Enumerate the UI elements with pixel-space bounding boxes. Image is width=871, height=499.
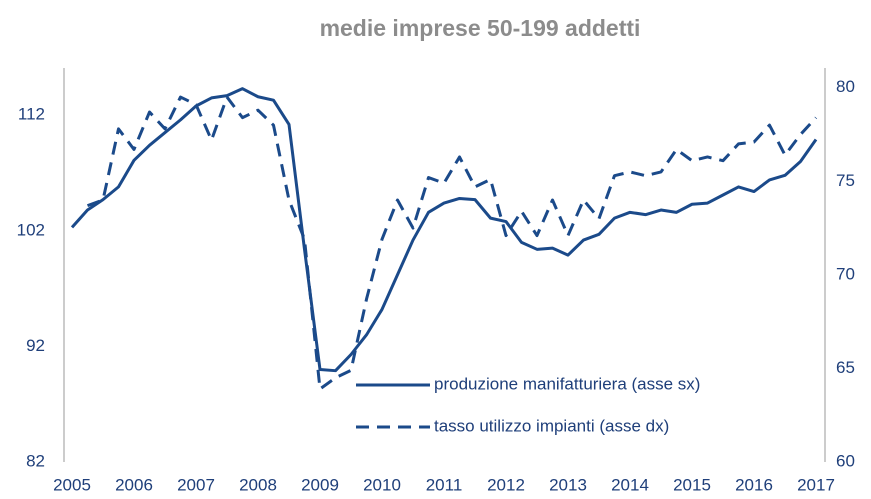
chart-title: medie imprese 50-199 addetti <box>320 15 641 41</box>
x-tick-label: 2011 <box>426 475 463 494</box>
y-tick-label: 102 <box>17 220 45 239</box>
x-tick-label: 2014 <box>611 475 649 494</box>
x-tick-label: 2015 <box>673 475 711 494</box>
series-line <box>70 87 818 373</box>
legend-label: tasso utilizzo impianti (asse dx) <box>434 416 669 435</box>
x-tick-label: 2005 <box>53 475 91 494</box>
y2-tick-label: 60 <box>836 451 855 470</box>
x-tick-label: 2012 <box>487 475 525 494</box>
y2-tick-label: 65 <box>836 358 855 377</box>
x-tick-label: 2013 <box>549 475 587 494</box>
x-tick-label: 2007 <box>177 475 215 494</box>
y-tick-label: 82 <box>26 451 45 470</box>
x-tick-label: 2017 <box>797 475 835 494</box>
y2-tick-label: 70 <box>836 264 855 283</box>
series-line <box>86 95 818 391</box>
x-tick-label: 2010 <box>363 475 401 494</box>
y2-tick-label: 75 <box>836 171 855 190</box>
y-tick-label: 112 <box>18 105 45 124</box>
x-tick-label: 2006 <box>115 475 153 494</box>
y-tick-label: 92 <box>26 336 45 355</box>
x-tick-label: 2016 <box>735 475 773 494</box>
legend-label: produzione manifatturiera (asse sx) <box>434 374 700 393</box>
y2-tick-label: 80 <box>836 77 855 96</box>
x-tick-label: 2008 <box>239 475 277 494</box>
x-tick-label: 2009 <box>301 475 339 494</box>
